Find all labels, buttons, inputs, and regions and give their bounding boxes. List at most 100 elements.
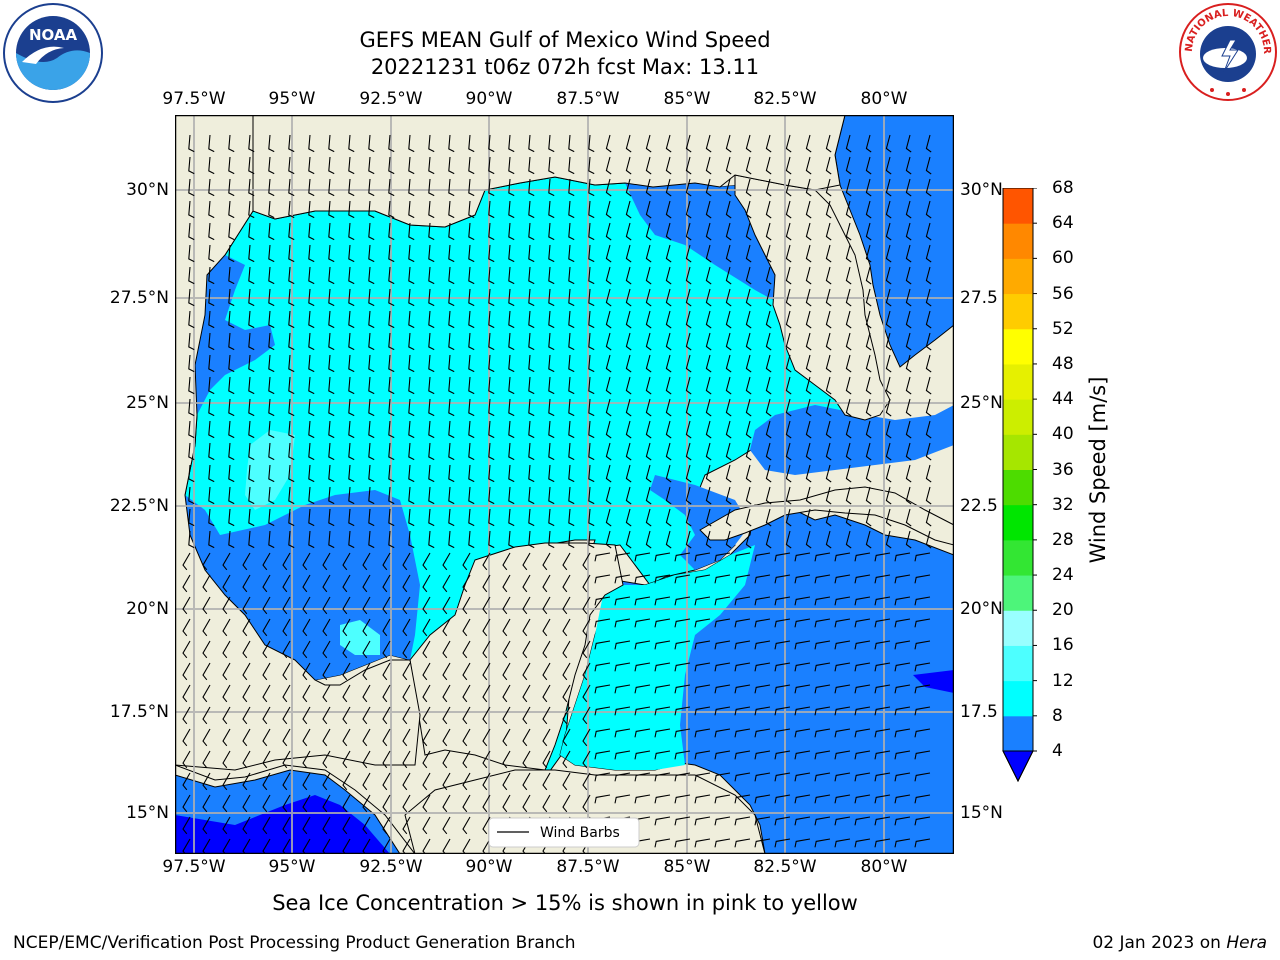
wind-barb xyxy=(288,244,295,263)
wind-barb xyxy=(462,596,471,615)
sea-ice-note: Sea Ice Concentration > 15% is shown in … xyxy=(272,891,858,915)
lon-label-bottom: 95°W xyxy=(268,857,316,877)
wind-barb xyxy=(248,508,255,527)
wind-barb xyxy=(562,596,571,615)
wind-barb xyxy=(665,310,672,329)
wind-barb xyxy=(634,618,651,628)
wind-barb xyxy=(865,332,872,351)
wind-barb xyxy=(488,398,495,417)
colorbar-segment xyxy=(1003,223,1033,259)
wind-barb xyxy=(765,244,772,263)
wind-barb xyxy=(262,772,271,791)
wind-barb xyxy=(508,354,515,373)
wind-barb xyxy=(428,376,435,395)
wind-barb xyxy=(582,596,591,615)
lon-label-bottom: 92.5°W xyxy=(359,857,423,877)
wind-barb xyxy=(442,728,451,747)
lat-label-left: 27.5°N xyxy=(109,288,169,308)
wind-barb xyxy=(734,838,751,848)
wind-barb xyxy=(588,200,595,219)
wind-barb xyxy=(388,530,395,549)
wind-barb xyxy=(905,134,912,153)
wind-barb xyxy=(208,266,215,285)
wind-barb xyxy=(448,376,455,395)
wind-barb xyxy=(342,684,351,703)
wind-barb xyxy=(548,156,555,175)
wind-barb xyxy=(228,200,235,219)
wind-barb xyxy=(482,794,491,813)
wind-barb xyxy=(448,222,455,241)
wind-barb xyxy=(914,794,931,804)
wind-barb xyxy=(865,354,872,373)
wind-barb xyxy=(865,200,872,219)
colorbar-tick-label: 12 xyxy=(1052,670,1074,691)
wind-barb xyxy=(482,684,491,703)
wind-barb xyxy=(248,156,255,175)
wind-barb xyxy=(368,442,375,461)
wind-barb xyxy=(288,222,295,241)
wind-barb xyxy=(188,442,195,461)
wind-barb xyxy=(705,530,712,549)
wind-barb xyxy=(388,508,395,527)
wind-barb xyxy=(625,332,632,351)
wind-barb xyxy=(785,222,792,241)
wind-barb xyxy=(388,486,395,505)
wind-barb xyxy=(654,750,671,760)
wind-barb xyxy=(302,574,311,593)
wind-barb xyxy=(508,156,515,175)
wind-barb xyxy=(422,640,431,659)
wind-barb xyxy=(548,420,555,439)
wind-barb xyxy=(805,178,812,197)
wind-barb xyxy=(208,354,215,373)
wind-barb xyxy=(322,816,331,835)
wind-barb xyxy=(428,354,435,373)
wind-barb xyxy=(785,178,792,197)
wind-barb xyxy=(382,596,391,615)
wind-barb xyxy=(488,310,495,329)
wind-barb xyxy=(674,750,691,760)
wind-barb xyxy=(694,662,711,672)
wind-barb xyxy=(448,200,455,219)
wind-barb xyxy=(568,332,575,351)
wind-barb xyxy=(488,508,495,527)
wind-barb xyxy=(625,156,632,175)
wind-barb xyxy=(528,354,535,373)
wind-barb xyxy=(222,750,231,769)
wind-barb xyxy=(408,442,415,461)
wind-barb xyxy=(834,706,851,716)
wind-barb xyxy=(408,420,415,439)
wind-barb xyxy=(302,772,311,791)
wind-barb xyxy=(725,354,732,373)
wind-barb xyxy=(754,596,771,606)
wind-barb xyxy=(382,794,391,813)
wind-barb xyxy=(242,772,251,791)
wind-barb xyxy=(625,376,632,395)
wind-barb xyxy=(482,574,491,593)
wind-barb xyxy=(388,222,395,241)
wind-barb xyxy=(914,552,931,562)
wind-barb xyxy=(568,200,575,219)
wind-barb xyxy=(208,200,215,219)
wind-barb xyxy=(674,684,691,694)
wind-barb xyxy=(468,244,475,263)
wind-barb xyxy=(342,816,351,835)
wind-barb xyxy=(745,464,752,483)
wind-barb xyxy=(914,684,931,694)
colorbar-segment xyxy=(1003,539,1033,576)
wind-barb xyxy=(462,662,471,681)
wind-barb xyxy=(634,772,651,782)
wind-barb xyxy=(665,332,672,351)
gulf-water-blue-west xyxy=(195,255,275,415)
wind-barb xyxy=(248,354,255,373)
wind-barb xyxy=(428,398,435,417)
wind-barb xyxy=(925,156,932,175)
wind-barb xyxy=(685,222,692,241)
wind-barb xyxy=(625,486,632,505)
wind-barb xyxy=(568,398,575,417)
wind-barb xyxy=(522,728,531,747)
wind-barb xyxy=(625,288,632,307)
wind-barb xyxy=(462,794,471,813)
wind-barb xyxy=(582,574,591,593)
wind-barb xyxy=(502,640,511,659)
wind-barb xyxy=(202,750,211,769)
